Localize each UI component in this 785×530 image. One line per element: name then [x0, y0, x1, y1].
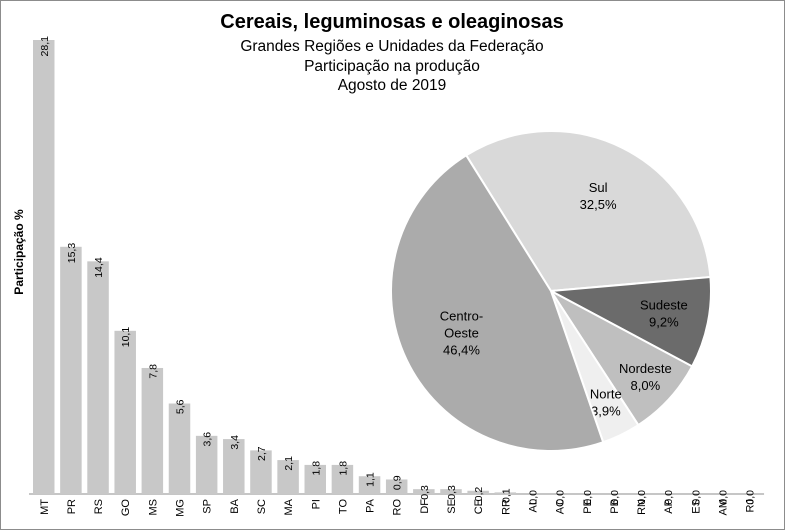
pie-label: 32,5%	[580, 197, 617, 212]
pie-label: 8,0%	[631, 378, 661, 393]
data-label: 3,4	[229, 435, 241, 450]
data-label: 2,7	[256, 446, 268, 461]
pie-label: Nordeste	[619, 361, 672, 376]
bar-rs	[87, 261, 109, 494]
data-label: 14,4	[93, 257, 105, 278]
data-label: 0,0	[718, 490, 730, 505]
data-label: 0,2	[473, 487, 485, 502]
data-label: 15,3	[66, 243, 78, 264]
data-label: 0,9	[392, 475, 404, 490]
data-label: 0,3	[419, 485, 431, 500]
data-label: 1,8	[337, 461, 349, 476]
x-tick-label: CE	[473, 499, 485, 514]
data-label: 1,1	[365, 472, 377, 487]
x-tick-label: BA	[229, 498, 241, 513]
data-label: 28,1	[39, 36, 51, 57]
pie-label: Oeste	[444, 326, 479, 341]
data-label: 7,8	[147, 364, 159, 379]
data-label: 0,0	[555, 490, 567, 505]
chart-subtitle-1: Grandes Regiões e Unidades da Federação	[240, 38, 543, 55]
x-tick-label: GO	[120, 499, 132, 517]
bar-mt	[33, 40, 55, 494]
x-tick-label: SE	[446, 499, 458, 514]
pie-slice	[464, 130, 712, 293]
data-label: 0,0	[609, 490, 621, 505]
x-tick-label: RO	[392, 499, 404, 516]
data-label: 0,0	[690, 490, 702, 505]
bar-series: 28,1 MT 15,3 PR 14,4 RS 10,1 GO 7,8 MS 5,6 MG 3,6 SP 3…	[29, 36, 765, 517]
x-tick-label: PI	[310, 499, 322, 509]
x-tick-label: DF	[419, 499, 431, 514]
x-tick-label: RR	[500, 499, 512, 515]
bar-ce	[467, 490, 489, 494]
bar-se	[440, 489, 462, 494]
x-tick-label: PA	[365, 498, 377, 513]
x-tick-label: MS	[147, 499, 159, 516]
data-label: 0,3	[446, 485, 458, 500]
chart-title: Cereais, leguminosas e oleaginosas	[220, 11, 563, 33]
data-label: 0,0	[527, 490, 539, 505]
data-label: 3,6	[202, 432, 214, 447]
data-label: 2,1	[283, 456, 295, 471]
x-tick-label: SC	[256, 499, 268, 514]
pie-label: 9,2%	[649, 315, 679, 330]
x-tick-label: TO	[337, 499, 349, 515]
pie-slice	[390, 153, 605, 452]
data-label: 0,1	[500, 488, 512, 503]
pie-label: 3,9%	[591, 404, 621, 419]
x-tick-label: AL	[527, 499, 539, 512]
x-tick-label: RN	[636, 499, 648, 515]
x-tick-label: PB	[609, 499, 621, 514]
chart-subtitle-2: Participação na produção	[304, 58, 480, 75]
data-label: 0,0	[582, 490, 594, 505]
data-label: 0,0	[663, 490, 675, 505]
bar-ba	[223, 439, 245, 494]
bar-df	[413, 489, 435, 494]
pie-label: Norte	[590, 387, 622, 402]
bar-ma	[277, 460, 299, 494]
chart-subtitle-3: Agosto de 2019	[338, 77, 447, 94]
x-tick-label: RS	[93, 499, 105, 514]
x-tick-label: MA	[283, 498, 295, 515]
pie-label: 46,4%	[443, 343, 480, 358]
bar-pa	[358, 476, 381, 494]
x-tick-label: PR	[66, 499, 78, 514]
data-label: 0,0	[745, 490, 757, 505]
y-axis-label: Participação %	[12, 209, 26, 295]
x-tick-label: PE	[582, 499, 594, 514]
data-label: 1,8	[310, 461, 322, 476]
x-tick-label: AC	[555, 499, 567, 514]
pie-slice	[547, 275, 712, 368]
data-label: 0,0	[636, 490, 648, 505]
x-tick-label: SP	[202, 499, 214, 514]
x-tick-label: MG	[175, 499, 187, 517]
x-tick-label: MT	[39, 499, 51, 515]
x-tick-label: AP	[663, 499, 675, 514]
pie-label: Sudeste	[640, 298, 688, 313]
bar-sc	[250, 450, 272, 494]
bar-sp	[195, 435, 218, 494]
data-label: 10,1	[120, 327, 132, 348]
bar-go	[114, 330, 136, 494]
pie-label: Sul	[589, 180, 608, 195]
bar-rr	[494, 492, 517, 494]
x-tick-label: AM	[718, 499, 730, 516]
x-tick-label: ES	[690, 499, 702, 514]
pie-label: Centro-	[440, 309, 483, 324]
bar-to	[331, 464, 354, 494]
bar-ro	[385, 479, 408, 494]
bar-pr	[60, 246, 82, 494]
bar-pi	[304, 464, 326, 494]
data-label: 5,6	[175, 399, 187, 414]
x-tick-label: RJ	[745, 499, 757, 512]
bar-mg	[168, 403, 191, 494]
bar-ms	[141, 367, 164, 494]
pie-chart: Sul 32,5% Sudeste 9,2% Nordeste 8,0% Norte 3,9%…	[390, 130, 712, 452]
